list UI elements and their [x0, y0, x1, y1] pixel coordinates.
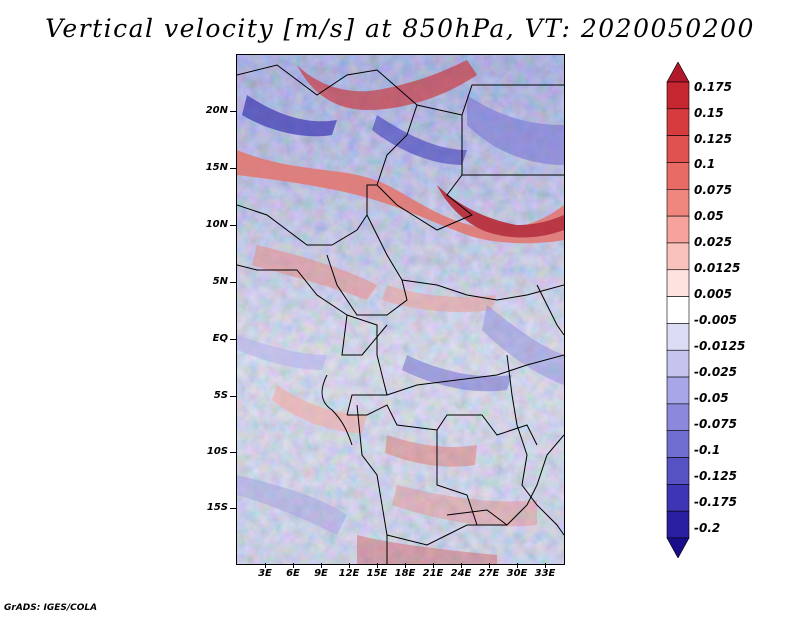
colorbar-label: 0.175 — [694, 80, 732, 94]
lon-tick — [349, 563, 350, 568]
colorbar-box — [666, 376, 690, 405]
colorbar-label: -0.025 — [694, 365, 737, 379]
colorbar-label: -0.005 — [694, 313, 737, 327]
colorbar-label: 0.0125 — [694, 261, 741, 275]
credit-text: GrADS: IGES/COLA — [4, 603, 98, 613]
lon-tick — [433, 563, 434, 568]
lon-tick — [405, 563, 406, 568]
lat-tick — [230, 396, 236, 397]
colorbar-box — [666, 81, 690, 110]
colorbar-box — [666, 296, 690, 324]
lon-label: 6E — [286, 568, 300, 579]
lon-label: 15E — [366, 568, 388, 579]
colorbar-label: -0.05 — [694, 391, 729, 405]
colorbar-label: 0.1 — [694, 157, 716, 171]
lon-tick — [293, 563, 294, 568]
lat-label: 10S — [206, 446, 228, 457]
lon-tick — [265, 563, 266, 568]
colorbar-box — [666, 484, 690, 512]
colorbar-box — [666, 323, 690, 351]
map-plot-area — [236, 54, 565, 565]
colorbar-box — [666, 430, 690, 458]
lat-label: EQ — [212, 333, 228, 344]
lon-label: 12E — [338, 568, 360, 579]
lat-tick — [230, 282, 236, 283]
lon-label: 30E — [506, 568, 528, 579]
colorbar-label: 0.075 — [694, 183, 732, 197]
lon-tick — [517, 563, 518, 568]
lat-label: 15N — [205, 162, 228, 173]
lat-label: 15S — [206, 502, 228, 513]
colorbar-box — [666, 135, 690, 163]
vertical-velocity-field — [237, 55, 564, 564]
lon-tick — [461, 563, 462, 568]
colorbar-box — [666, 215, 690, 244]
lat-tick — [230, 111, 236, 112]
lon-label: 27E — [478, 568, 500, 579]
lat-tick — [230, 452, 236, 453]
colorbar-triangle-bottom — [666, 537, 690, 558]
lat-tick — [230, 168, 236, 169]
colorbar-box — [666, 510, 690, 539]
colorbar-label: -0.175 — [694, 495, 737, 509]
lat-label: 5N — [212, 276, 228, 287]
colorbar-label: -0.1 — [694, 443, 721, 457]
colorbar — [666, 62, 690, 558]
colorbar-label: -0.0125 — [694, 339, 746, 353]
colorbar-box — [666, 242, 690, 271]
lon-label: 3E — [258, 568, 272, 579]
lon-label: 33E — [534, 568, 556, 579]
colorbar-label: 0.15 — [694, 106, 724, 120]
lon-label: 21E — [422, 568, 444, 579]
colorbar-boxes — [666, 62, 690, 558]
lat-label: 5S — [213, 390, 228, 401]
colorbar-label: 0.125 — [694, 132, 732, 146]
colorbar-box — [666, 349, 690, 378]
colorbar-box — [666, 269, 690, 297]
colorbar-box — [666, 188, 690, 217]
lat-tick — [230, 225, 236, 226]
field-patches — [237, 60, 564, 564]
colorbar-label: -0.075 — [694, 417, 737, 431]
colorbar-label: 0.025 — [694, 235, 732, 249]
colorbar-label: -0.2 — [694, 521, 721, 535]
lon-tick — [489, 563, 490, 568]
country-borders — [237, 64, 564, 564]
lat-tick — [230, 508, 236, 509]
colorbar-label: 0.05 — [694, 209, 724, 223]
lon-tick — [321, 563, 322, 568]
colorbar-label: 0.005 — [694, 287, 732, 301]
lat-tick — [230, 339, 236, 340]
lat-label: 10N — [205, 219, 228, 230]
colorbar-box — [666, 108, 690, 136]
chart-title: Vertical velocity [m/s] at 850hPa, VT: 2… — [45, 14, 755, 43]
lat-label: 20N — [205, 105, 228, 116]
lon-tick — [377, 563, 378, 568]
lon-label: 9E — [314, 568, 328, 579]
colorbar-label: -0.125 — [694, 469, 737, 483]
colorbar-triangle-top — [666, 62, 690, 83]
lon-tick — [545, 563, 546, 568]
colorbar-box — [666, 403, 690, 432]
colorbar-box — [666, 457, 690, 485]
colorbar-box — [666, 162, 690, 190]
lon-label: 18E — [394, 568, 416, 579]
lon-label: 24E — [450, 568, 472, 579]
